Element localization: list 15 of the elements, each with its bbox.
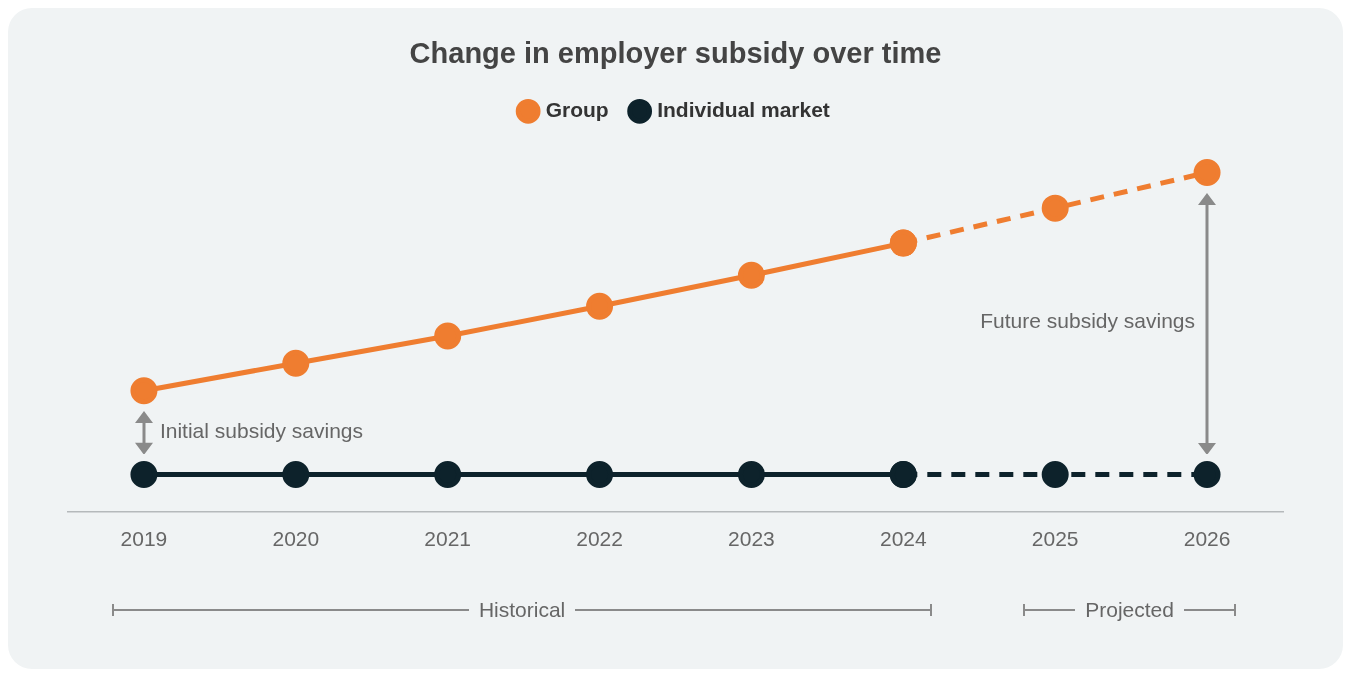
text: Historical xyxy=(477,597,567,622)
text: Projected xyxy=(1084,597,1175,622)
x-tick-label: 2022 xyxy=(576,527,623,551)
annotation: Future subsidy savings xyxy=(980,309,1196,334)
legend-label: Individual market xyxy=(657,98,830,122)
x-tick-label: 2021 xyxy=(424,527,472,551)
x-tick-label: 2026 xyxy=(1183,527,1231,551)
x-tick-label: 2024 xyxy=(879,527,927,551)
annotation: Initial subsidy savings xyxy=(159,418,364,443)
x-tick-label: 2020 xyxy=(272,527,320,551)
x-tick-label: 2025 xyxy=(1031,527,1079,551)
x-tick-label: 2019 xyxy=(120,527,168,551)
legend-label: Group xyxy=(545,98,609,122)
chart-title: Change in employer subsidy over time xyxy=(409,37,942,70)
x-tick-label: 2023 xyxy=(728,527,775,551)
